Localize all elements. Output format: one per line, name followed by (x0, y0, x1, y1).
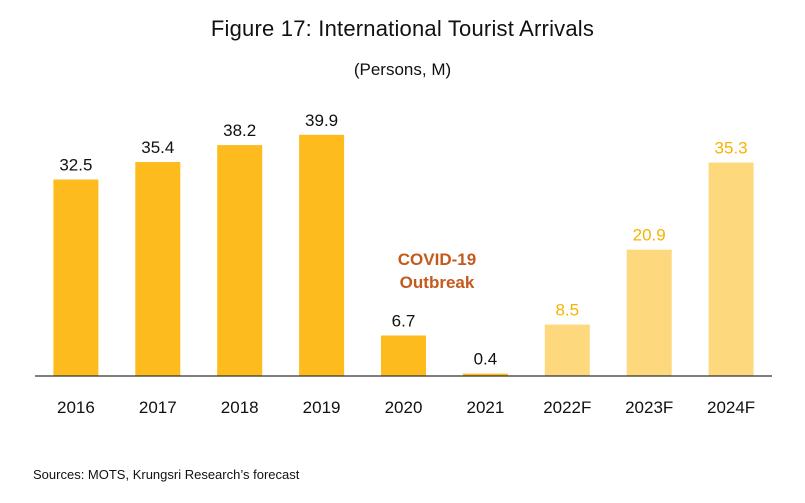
annotation-line-1: COVID-19 (397, 250, 477, 269)
bar-2016 (53, 179, 99, 376)
x-tick-2016: 2016 (57, 398, 95, 417)
data-label-2020: 6.7 (392, 312, 416, 331)
data-label-2019: 39.9 (305, 111, 338, 130)
data-label-2022F: 8.5 (555, 301, 579, 320)
data-label-2018: 38.2 (223, 121, 256, 140)
x-tick-2017: 2017 (139, 398, 177, 417)
x-tick-2022F: 2022F (543, 398, 591, 417)
bar-2020 (381, 335, 426, 376)
bar-2024F (708, 162, 754, 376)
covid-annotation: COVID-19 Outbreak (372, 248, 502, 294)
chart-subtitle: (Persons, M) (353, 60, 452, 79)
x-tick-2021: 2021 (466, 398, 504, 417)
x-tick-2018: 2018 (221, 398, 259, 417)
bar-2018 (217, 145, 263, 376)
data-label-2021: 0.4 (474, 350, 498, 369)
x-tick-2020: 2020 (385, 398, 423, 417)
annotation-line-2: Outbreak (399, 273, 475, 292)
data-label-2024F: 35.3 (715, 139, 748, 158)
source-note: Sources: MOTS, Krungsri Research’s forec… (33, 467, 300, 482)
bar-2023F (626, 249, 672, 376)
x-tick-2023F: 2023F (625, 398, 673, 417)
data-label-2016: 32.5 (59, 156, 92, 175)
data-label-2023F: 20.9 (633, 226, 666, 245)
bar-2017 (135, 162, 181, 376)
data-label-2017: 35.4 (141, 138, 174, 157)
bar-2022F (544, 324, 590, 376)
bar-2021 (462, 373, 508, 376)
x-tick-2024F: 2024F (707, 398, 755, 417)
bar-2019 (299, 134, 345, 376)
x-tick-2019: 2019 (303, 398, 341, 417)
chart-title: Figure 17: International Tourist Arrival… (210, 16, 595, 41)
